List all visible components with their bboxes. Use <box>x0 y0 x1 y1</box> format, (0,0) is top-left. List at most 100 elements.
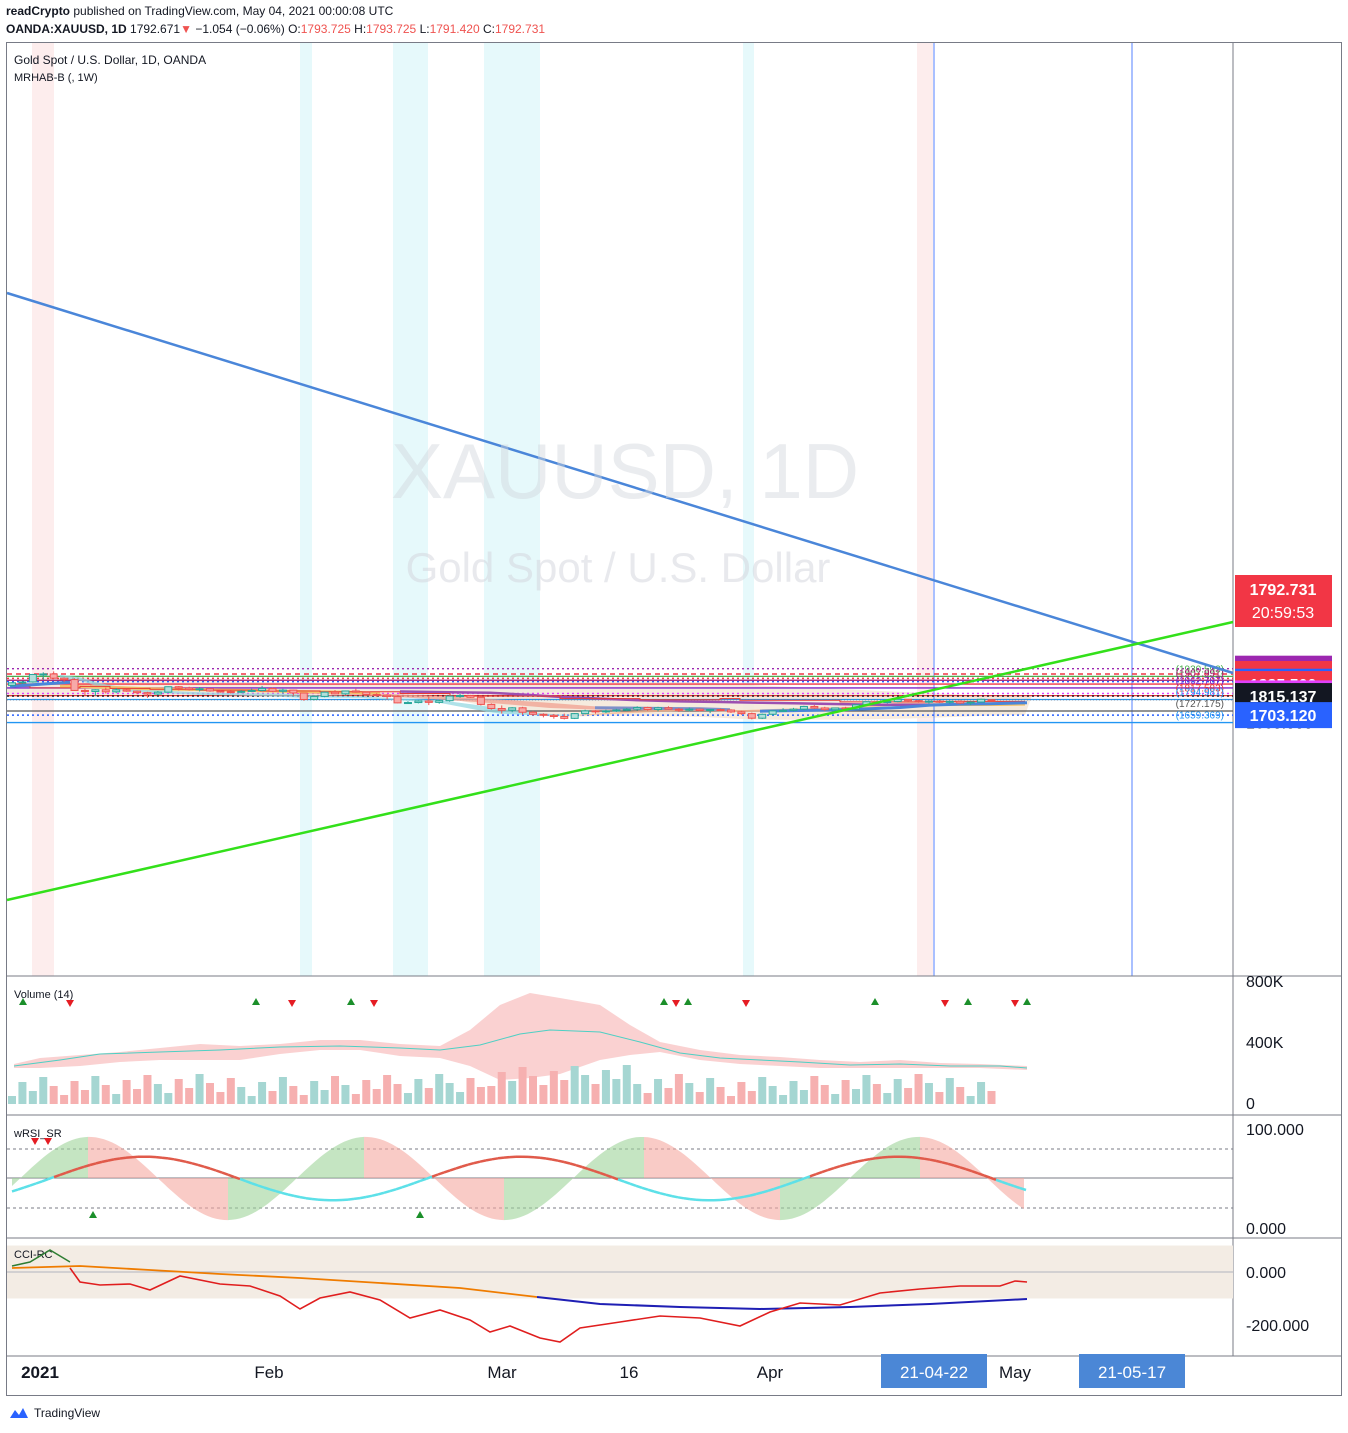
wrsi-wave-segment <box>304 1167 308 1178</box>
candle-body <box>310 695 319 700</box>
candle-body <box>91 689 100 692</box>
wrsi-wave-segment <box>568 1178 572 1184</box>
wrsi-wave-segment <box>580 1168 584 1178</box>
wrsi-wave-segment <box>784 1178 788 1220</box>
wrsi-signal-segment <box>479 1159 487 1163</box>
wrsi-signal-segment <box>725 1197 733 1201</box>
wrsi-signal-segment <box>953 1164 961 1169</box>
wrsi-wave-segment <box>840 1178 844 1188</box>
open-label: O: <box>288 22 301 36</box>
wrsi-signal-segment <box>635 1184 643 1189</box>
candle-body <box>904 698 913 702</box>
wrsi-wave-segment <box>420 1164 424 1178</box>
volume-bar <box>799 1090 808 1104</box>
wrsi-wave-segment <box>168 1178 172 1192</box>
volume-bar <box>872 1084 881 1104</box>
volume-bar <box>226 1078 235 1104</box>
wrsi-wave-segment <box>640 1137 644 1178</box>
volume-bar <box>362 1080 371 1104</box>
candle-body <box>456 695 465 698</box>
volume-bar <box>518 1067 527 1104</box>
wrsi-wave-segment <box>776 1178 780 1221</box>
wrsi-wave-segment <box>480 1178 484 1216</box>
volume-bar <box>831 1094 840 1104</box>
volume-bar <box>268 1091 277 1104</box>
cci-blue-line <box>536 1296 1028 1311</box>
wrsi-buy-icon <box>416 1211 424 1218</box>
change: −1.054 (−0.06%) <box>195 22 285 36</box>
trend-lines <box>6 291 1234 902</box>
last-price-label: 1792.731 <box>1250 582 1317 599</box>
wrsi-signal-segment <box>587 1167 595 1173</box>
wrsi-wave-segment <box>872 1154 876 1178</box>
candle-body <box>956 700 965 704</box>
wrsi-wave-segment <box>104 1139 108 1178</box>
price-level-label: (1727.175) <box>1176 699 1224 710</box>
wrsi-wave-segment <box>860 1164 864 1178</box>
wrsi-wave-segment <box>712 1178 716 1184</box>
wrsi-signal-segment <box>467 1161 475 1166</box>
volume-cloud <box>14 993 1027 1080</box>
volume-bar <box>883 1093 892 1104</box>
volume-bar <box>143 1075 152 1104</box>
wrsi-signal-segment <box>767 1187 775 1192</box>
wrsi-pane[interactable]: wRSI_SR 0.000 100.000 <box>7 1122 1304 1238</box>
wrsi-wave-segment <box>604 1148 608 1178</box>
wrsi-wave-segment <box>944 1143 948 1178</box>
low-label: L: <box>419 22 430 36</box>
wrsi-wave-segment <box>376 1138 380 1178</box>
wrsi-wave-segment <box>412 1158 416 1178</box>
wrsi-wave-segment <box>624 1139 628 1178</box>
volume-pane[interactable]: Volume (14) 0 400K 800K <box>8 974 1284 1113</box>
wrsi-wave-segment <box>644 1137 648 1178</box>
cci-pane[interactable]: CCI-RC 0.000 -200.000 <box>7 1245 1309 1343</box>
wrsi-signal-segment <box>965 1168 973 1173</box>
wrsi-signal-segment <box>107 1158 115 1162</box>
price-level-label: (1817.583) <box>1176 684 1224 695</box>
indicator-label: MRHAB-B (, 1W) <box>14 72 98 84</box>
volume-bar <box>299 1095 308 1104</box>
wrsi-signal-segment <box>311 1197 319 1201</box>
wrsi-wave-segment <box>476 1178 480 1215</box>
wrsi-wave-segment <box>448 1178 452 1195</box>
wrsi-wave-segment <box>900 1139 904 1178</box>
wrsi-signal-segment <box>749 1192 757 1197</box>
volume-bar <box>862 1075 871 1104</box>
wrsi-wave-segment <box>832 1178 836 1195</box>
wrsi-wave-segment <box>284 1178 288 1191</box>
wrsi-wave-segment <box>820 1178 824 1205</box>
wrsi-wave-segment <box>788 1178 792 1220</box>
wrsi-wave-segment <box>292 1178 296 1183</box>
volume-tick-label: 0 <box>1246 1096 1255 1113</box>
candle-body <box>299 692 308 700</box>
candle-body <box>987 699 996 702</box>
candle-body <box>560 715 569 719</box>
chart-title: Gold Spot / U.S. Dollar, 1D, OANDA <box>14 53 206 67</box>
wrsi-signal-segment <box>203 1165 211 1170</box>
candle-body <box>39 673 48 676</box>
volume-bar <box>622 1065 631 1104</box>
volume-bar <box>789 1081 798 1104</box>
candle-body <box>706 709 715 712</box>
sell-signal-icon <box>288 1000 296 1007</box>
wrsi-wave-segment <box>852 1172 856 1178</box>
highlight-band <box>393 43 428 976</box>
wrsi-wave-segment <box>728 1178 732 1198</box>
chart-container[interactable] <box>6 42 1342 1396</box>
sell-signal-icon <box>370 1000 378 1007</box>
wrsi-wave-segment <box>44 1153 48 1178</box>
wrsi-title: wRSI_SR <box>13 1128 62 1140</box>
wrsi-signal-segment <box>23 1184 31 1189</box>
wrsi-signal-segment <box>275 1189 283 1195</box>
wrsi-signal-segment <box>641 1186 649 1191</box>
countdown-label: 20:59:53 <box>1252 605 1314 622</box>
candle-body <box>789 708 798 711</box>
wrsi-signal-segment <box>1001 1180 1009 1186</box>
volume-bar <box>612 1079 621 1104</box>
volume-bar <box>164 1093 173 1104</box>
time-axis[interactable]: 2021 Feb Mar 16 Apr May 21-04-22 21-05-17 <box>21 1354 1185 1388</box>
wrsi-wave-segment <box>276 1178 280 1198</box>
close-label: C: <box>482 22 495 36</box>
wrsi-wave-segment <box>296 1175 300 1179</box>
